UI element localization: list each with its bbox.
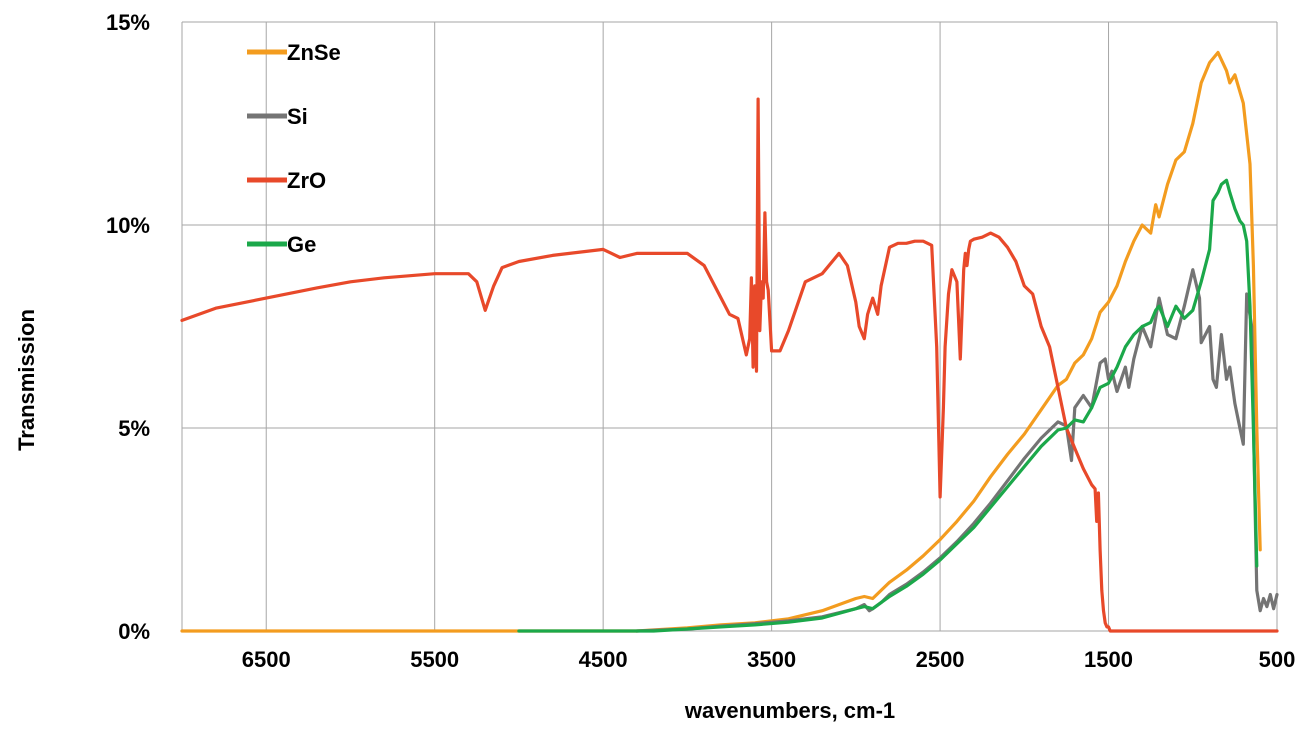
legend: ZnSe Si ZrO Ge [247,40,341,257]
y-tick-label: 15% [106,10,150,35]
x-tick-label: 5500 [410,647,459,672]
series-line-znse [180,50,1262,633]
x-tick-label: 2500 [916,647,965,672]
x-tick-label: 3500 [747,647,796,672]
x-axis-title: wavenumbers, cm-1 [684,698,895,723]
series-line-ge [517,178,1259,633]
legend-label: Ge [287,232,316,257]
x-tick-label: 4500 [579,647,628,672]
y-tick-label: 5% [118,416,150,441]
grid [181,21,1278,632]
legend-label: ZrO [287,168,326,193]
y-axis-title: Transmission [14,309,39,451]
y-tick-label: 10% [106,213,150,238]
series-line-zro [180,97,1279,633]
legend-label: ZnSe [287,40,341,65]
legend-label: Si [287,104,308,129]
x-tick-label: 6500 [242,647,291,672]
x-tick-label: 500 [1259,647,1296,672]
x-tick-label: 1500 [1084,647,1133,672]
axes: 6500 5500 4500 3500 2500 1500 500 0% 5% 10% 15% [106,10,1295,672]
y-tick-label: 0% [118,619,150,644]
series-line-si [635,268,1279,633]
series-layer [180,50,1279,633]
